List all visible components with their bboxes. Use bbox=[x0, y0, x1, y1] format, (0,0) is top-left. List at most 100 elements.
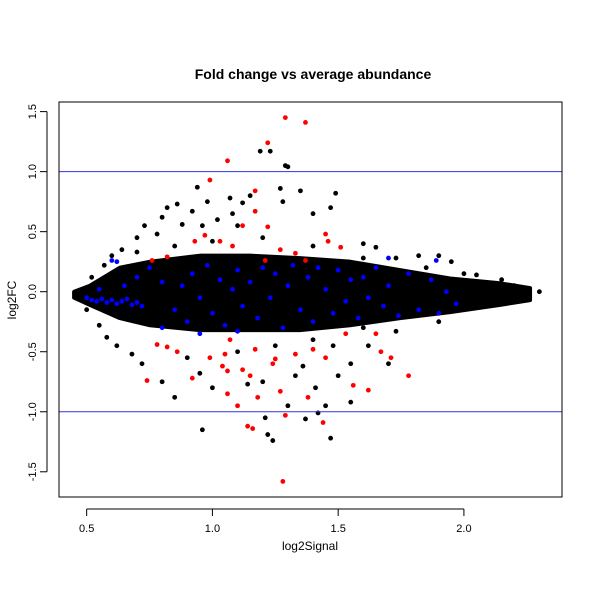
y-axis: -1.5 -1.0 -0.5 0.0 0.5 1.0 1.5 bbox=[27, 104, 48, 481]
data-point bbox=[433, 258, 439, 263]
data-point bbox=[197, 370, 203, 376]
data-point bbox=[164, 254, 170, 260]
data-point bbox=[277, 247, 283, 253]
data-point bbox=[255, 394, 261, 400]
data-point bbox=[189, 271, 195, 277]
data-point bbox=[109, 258, 115, 263]
data-point bbox=[428, 277, 434, 283]
data-point bbox=[303, 120, 308, 125]
data-point bbox=[197, 295, 203, 301]
data-point bbox=[114, 301, 120, 307]
data-point bbox=[280, 199, 286, 205]
x-tick-label: 0.5 bbox=[79, 523, 94, 535]
data-point bbox=[360, 325, 366, 331]
data-point bbox=[250, 426, 256, 431]
data-point bbox=[134, 274, 140, 280]
data-point bbox=[89, 274, 95, 280]
data-point bbox=[436, 319, 442, 325]
data-point bbox=[293, 351, 298, 357]
data-point bbox=[84, 307, 90, 313]
data-point bbox=[323, 403, 328, 409]
plot-frame bbox=[58, 101, 563, 498]
data-point bbox=[310, 337, 316, 343]
data-point bbox=[486, 295, 492, 301]
data-point bbox=[277, 186, 283, 191]
x-axis-title: log2Signal bbox=[282, 539, 338, 553]
data-point bbox=[199, 223, 205, 229]
data-point bbox=[373, 265, 379, 271]
data-point bbox=[365, 343, 371, 349]
data-point bbox=[386, 283, 391, 289]
data-point bbox=[411, 313, 417, 319]
data-point bbox=[139, 361, 145, 367]
data-point bbox=[257, 148, 263, 154]
data-point bbox=[350, 382, 356, 388]
data-point bbox=[330, 343, 336, 349]
data-point bbox=[280, 478, 286, 484]
data-point bbox=[265, 224, 271, 230]
data-point bbox=[114, 343, 120, 349]
data-point bbox=[355, 315, 361, 321]
data-point bbox=[154, 231, 160, 237]
data-point bbox=[210, 310, 215, 316]
data-point bbox=[202, 232, 208, 238]
data-point bbox=[524, 291, 530, 297]
data-point bbox=[265, 432, 271, 437]
y-tick-label: 1.5 bbox=[27, 104, 39, 119]
data-point bbox=[119, 247, 125, 253]
data-point bbox=[222, 322, 228, 328]
data-point bbox=[104, 334, 110, 340]
data-point bbox=[240, 367, 245, 373]
data-point bbox=[159, 279, 165, 285]
data-point bbox=[270, 361, 276, 367]
data-point bbox=[96, 286, 102, 292]
data-point bbox=[210, 238, 215, 244]
data-point bbox=[84, 295, 90, 301]
data-point bbox=[247, 193, 253, 199]
chart-title: Fold change vs average abundance bbox=[195, 66, 432, 82]
data-point bbox=[270, 438, 276, 443]
data-point bbox=[197, 331, 203, 337]
data-point bbox=[142, 223, 147, 229]
data-point bbox=[536, 289, 542, 295]
data-point bbox=[252, 208, 258, 214]
data-point bbox=[305, 394, 311, 400]
data-point bbox=[260, 235, 266, 241]
data-point bbox=[328, 205, 334, 211]
data-point bbox=[436, 253, 442, 259]
data-point bbox=[461, 301, 467, 307]
data-point bbox=[225, 391, 230, 397]
data-point bbox=[393, 255, 399, 261]
data-point bbox=[230, 211, 235, 217]
data-point bbox=[343, 331, 349, 337]
data-point bbox=[378, 349, 384, 355]
data-point bbox=[348, 399, 354, 405]
data-point bbox=[164, 205, 170, 211]
y-tick-label: -1.5 bbox=[27, 462, 39, 481]
x-axis: 0.5 1.0 1.5 2.0 bbox=[79, 508, 472, 535]
data-point bbox=[164, 344, 170, 350]
data-point bbox=[114, 259, 120, 265]
data-point bbox=[333, 190, 339, 196]
data-point bbox=[423, 307, 429, 313]
data-point bbox=[109, 297, 115, 303]
data-point bbox=[335, 267, 341, 273]
data-point bbox=[406, 271, 411, 277]
data-point bbox=[134, 235, 140, 241]
x-tick-label: 1.5 bbox=[331, 523, 346, 535]
data-point bbox=[252, 346, 258, 352]
data-point bbox=[330, 310, 336, 316]
data-point bbox=[416, 253, 422, 259]
data-point bbox=[265, 140, 271, 146]
data-point bbox=[104, 300, 110, 305]
data-point bbox=[290, 262, 296, 268]
data-point bbox=[436, 310, 442, 316]
data-point bbox=[184, 319, 190, 325]
data-point bbox=[222, 351, 228, 357]
data-point bbox=[348, 361, 354, 367]
data-point bbox=[172, 243, 178, 249]
data-point bbox=[365, 387, 371, 393]
data-point bbox=[220, 363, 225, 369]
data-point bbox=[298, 188, 303, 194]
